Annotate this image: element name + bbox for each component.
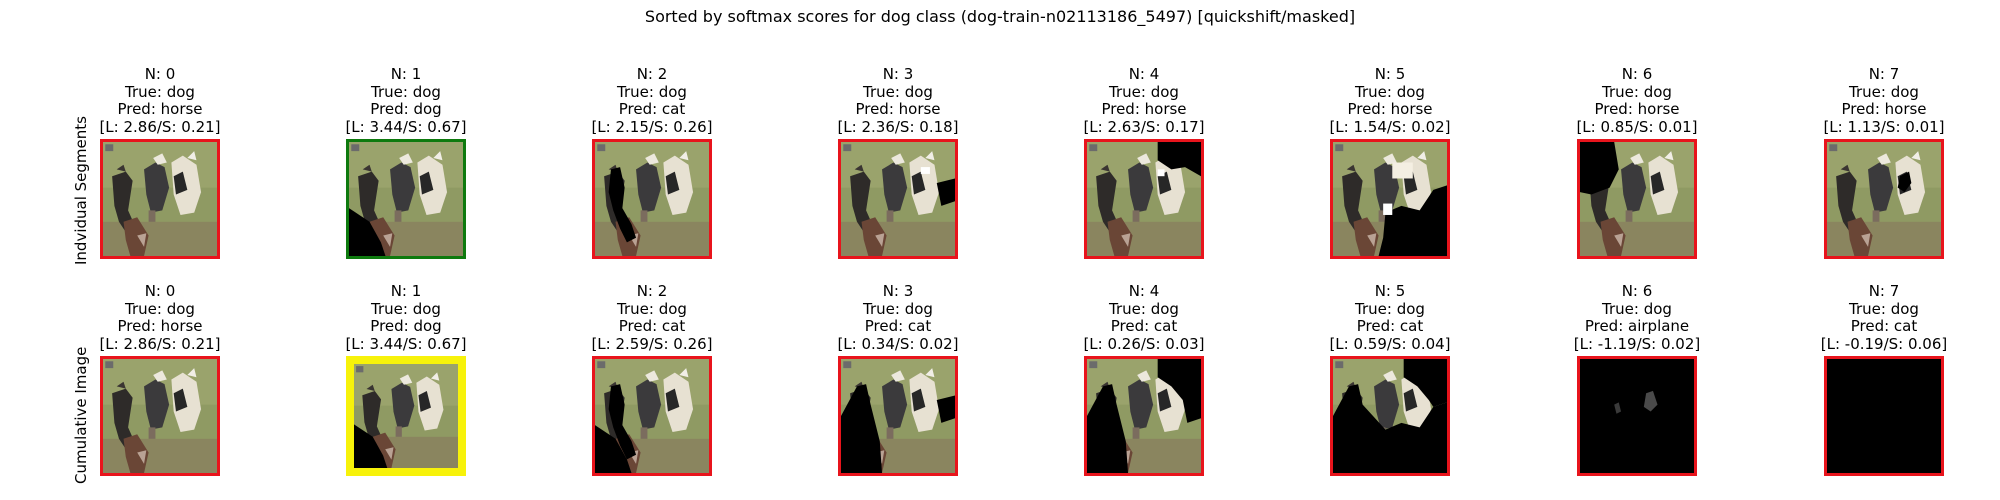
- panel-scores: [L: 0.34/S: 0.02]: [837, 334, 959, 353]
- panel-caption: N: 3 True: dog Pred: horse [L: 2.36/S: 0.18…: [798, 65, 998, 136]
- panel-index: N: 0: [144, 282, 176, 300]
- panel-caption: N: 1 True: dog Pred: dog [L: 3.44/S: 0.67]: [306, 282, 506, 353]
- panel-index: N: 7: [1868, 282, 1900, 300]
- panel-scores: [L: 1.13/S: 0.01]: [1823, 117, 1945, 136]
- panel-true-label: True: dog: [1602, 299, 1672, 318]
- panel-true-label: True: dog: [863, 82, 933, 101]
- row-label-individual-segments: Indvidual Segments: [72, 116, 90, 265]
- panel-image: [1824, 139, 1944, 259]
- panel-true-label: True: dog: [1602, 82, 1672, 101]
- panel-index: N: 5: [1374, 282, 1406, 300]
- panel-prediction: Pred: horse: [1347, 100, 1433, 118]
- panel-prediction: Pred: airplane: [1584, 317, 1690, 335]
- panel-caption: N: 3 True: dog Pred: cat [L: 0.34/S: 0.02]: [798, 282, 998, 353]
- panel-index: N: 6: [1621, 282, 1653, 300]
- panel-true-label: True: dog: [125, 299, 195, 318]
- panel-caption: N: 0 True: dog Pred: horse [L: 2.86/S: 0.21…: [60, 282, 260, 353]
- panel-scores: [L: -1.19/S: 0.02]: [1573, 334, 1701, 353]
- panel-image: [592, 139, 712, 259]
- panel-image: [1330, 139, 1450, 259]
- panel-prediction: Pred: cat: [1356, 317, 1424, 335]
- panel-image: [100, 139, 220, 259]
- panel-prediction: Pred: dog: [370, 100, 442, 118]
- panel-scores: [L: -0.19/S: 0.06]: [1820, 334, 1948, 353]
- panel-true-label: True: dog: [1109, 299, 1179, 318]
- panel-true-label: True: dog: [617, 299, 687, 318]
- panel-index: N: 0: [144, 65, 176, 83]
- panel-scores: [L: 1.54/S: 0.02]: [1329, 117, 1451, 136]
- panel-prediction: Pred: horse: [117, 317, 203, 335]
- panel-scores: [L: 3.44/S: 0.67]: [345, 334, 467, 353]
- panel-index: N: 6: [1621, 65, 1653, 83]
- panel-true-label: True: dog: [371, 299, 441, 318]
- panel-scores: [L: 2.63/S: 0.17]: [1083, 117, 1205, 136]
- panel-index: N: 1: [390, 282, 422, 300]
- panel-index: N: 3: [882, 65, 914, 83]
- panel-scores: [L: 2.86/S: 0.21]: [99, 117, 221, 136]
- panel-true-label: True: dog: [1355, 82, 1425, 101]
- panel-prediction: Pred: cat: [864, 317, 932, 335]
- panel-index: N: 2: [636, 65, 668, 83]
- panel-index: N: 3: [882, 282, 914, 300]
- panel-image: [346, 356, 466, 476]
- panel-scores: [L: 2.15/S: 0.26]: [591, 117, 713, 136]
- panel-image: [838, 139, 958, 259]
- panel-caption: N: 2 True: dog Pred: cat [L: 2.59/S: 0.26]: [552, 282, 752, 353]
- panel-image: [1330, 356, 1450, 476]
- panel-image: [592, 356, 712, 476]
- panel-image: [1577, 139, 1697, 259]
- panel-index: N: 7: [1868, 65, 1900, 83]
- panel-image: [1577, 356, 1697, 476]
- panel-true-label: True: dog: [1849, 82, 1919, 101]
- panel-prediction: Pred: cat: [1110, 317, 1178, 335]
- panel-prediction: Pred: horse: [1594, 100, 1680, 118]
- panel-image: [838, 356, 958, 476]
- panel-image: [1084, 139, 1204, 259]
- panel-prediction: Pred: cat: [618, 100, 686, 118]
- panel-caption: N: 7 True: dog Pred: horse [L: 1.13/S: 0.01…: [1784, 65, 1984, 136]
- panel-caption: N: 5 True: dog Pred: horse [L: 1.54/S: 0.02…: [1290, 65, 1490, 136]
- panel-scores: [L: 2.36/S: 0.18]: [837, 117, 959, 136]
- panel-caption: N: 6 True: dog Pred: airplane [L: -1.19/S: …: [1537, 282, 1737, 353]
- panel-true-label: True: dog: [1109, 82, 1179, 101]
- panel-scores: [L: 0.59/S: 0.04]: [1329, 334, 1451, 353]
- panel-true-label: True: dog: [863, 299, 933, 318]
- panel-true-label: True: dog: [617, 82, 687, 101]
- panel-index: N: 4: [1128, 65, 1160, 83]
- panel-index: N: 4: [1128, 282, 1160, 300]
- panel-prediction: Pred: cat: [1850, 317, 1918, 335]
- panel-scores: [L: 2.86/S: 0.21]: [99, 334, 221, 353]
- panel-caption: N: 1 True: dog Pred: dog [L: 3.44/S: 0.67]: [306, 65, 506, 136]
- panel-caption: N: 0 True: dog Pred: horse [L: 2.86/S: 0.21…: [60, 65, 260, 136]
- panel-scores: [L: 2.59/S: 0.26]: [591, 334, 713, 353]
- panel-caption: N: 2 True: dog Pred: cat [L: 2.15/S: 0.26]: [552, 65, 752, 136]
- panel-image: [1824, 356, 1944, 476]
- panel-scores: [L: 0.26/S: 0.03]: [1083, 334, 1205, 353]
- panel-prediction: Pred: horse: [117, 100, 203, 118]
- panel-scores: [L: 0.85/S: 0.01]: [1576, 117, 1698, 136]
- row-label-cumulative-image: Cumulative Image: [72, 346, 90, 484]
- panel-index: N: 1: [390, 65, 422, 83]
- panel-caption: N: 6 True: dog Pred: horse [L: 0.85/S: 0.01…: [1537, 65, 1737, 136]
- panel-prediction: Pred: horse: [855, 100, 941, 118]
- panel-caption: N: 4 True: dog Pred: cat [L: 0.26/S: 0.03]: [1044, 282, 1244, 353]
- panel-prediction: Pred: horse: [1841, 100, 1927, 118]
- panel-image: [1084, 356, 1204, 476]
- panel-scores: [L: 3.44/S: 0.67]: [345, 117, 467, 136]
- panel-image: [346, 139, 466, 259]
- panel-true-label: True: dog: [371, 82, 441, 101]
- panel-caption: N: 7 True: dog Pred: cat [L: -0.19/S: 0.06]: [1784, 282, 1984, 353]
- panel-true-label: True: dog: [1849, 299, 1919, 318]
- panel-caption: N: 4 True: dog Pred: horse [L: 2.63/S: 0.17…: [1044, 65, 1244, 136]
- panel-prediction: Pred: dog: [370, 317, 442, 335]
- panel-prediction: Pred: horse: [1101, 100, 1187, 118]
- figure-title: Sorted by softmax scores for dog class (…: [644, 7, 1356, 26]
- panel-index: N: 5: [1374, 65, 1406, 83]
- panel-image: [100, 356, 220, 476]
- panel-caption: N: 5 True: dog Pred: cat [L: 0.59/S: 0.04]: [1290, 282, 1490, 353]
- panel-prediction: Pred: cat: [618, 317, 686, 335]
- panel-true-label: True: dog: [1355, 299, 1425, 318]
- panel-true-label: True: dog: [125, 82, 195, 101]
- panel-index: N: 2: [636, 282, 668, 300]
